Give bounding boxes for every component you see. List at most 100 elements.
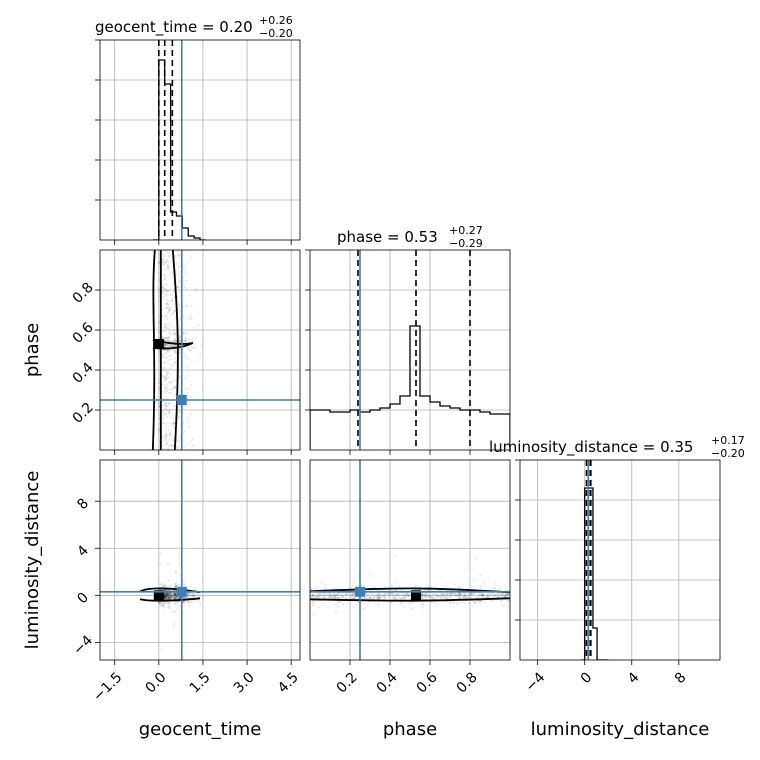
scatter-samples bbox=[157, 552, 205, 652]
sample-point bbox=[170, 596, 173, 600]
sample-point bbox=[310, 595, 312, 598]
sample-point bbox=[479, 593, 483, 597]
sample-point bbox=[407, 594, 410, 597]
sample-point bbox=[163, 601, 166, 605]
sample-point bbox=[174, 585, 177, 588]
sample-point bbox=[195, 287, 198, 290]
sample-point bbox=[167, 339, 171, 343]
sample-point bbox=[344, 592, 348, 595]
sample-point bbox=[169, 434, 173, 437]
sample-point bbox=[163, 594, 167, 597]
sample-point bbox=[410, 601, 414, 604]
sample-point bbox=[421, 593, 424, 597]
sample-point bbox=[168, 596, 172, 599]
sample-point bbox=[166, 404, 170, 408]
sample-point bbox=[163, 596, 167, 600]
sample-point bbox=[173, 593, 176, 597]
sample-point bbox=[165, 336, 169, 340]
sample-point bbox=[194, 587, 197, 590]
sample-point bbox=[168, 251, 171, 255]
sample-point bbox=[165, 432, 169, 436]
sample-point bbox=[162, 254, 165, 257]
sample-point bbox=[177, 447, 180, 450]
sample-point bbox=[350, 597, 353, 600]
sample-point bbox=[337, 600, 340, 603]
sample-point bbox=[171, 339, 174, 343]
sample-point bbox=[173, 332, 176, 336]
sample-point bbox=[176, 604, 179, 607]
sample-point bbox=[158, 331, 161, 334]
sample-point bbox=[157, 261, 161, 264]
x-tick-label: 0.2 bbox=[334, 669, 361, 696]
sample-point bbox=[438, 594, 442, 598]
sample-point bbox=[342, 602, 345, 606]
x-ticks bbox=[95, 289, 292, 455]
sample-point bbox=[170, 593, 173, 596]
sample-point bbox=[192, 444, 195, 447]
sample-point bbox=[379, 596, 382, 599]
sample-point bbox=[163, 250, 166, 252]
sample-point bbox=[168, 597, 171, 600]
sample-point bbox=[500, 599, 504, 603]
sample-point bbox=[163, 596, 167, 600]
sample-point bbox=[425, 592, 428, 595]
sample-point bbox=[331, 595, 334, 599]
sample-point bbox=[425, 595, 429, 599]
sample-point bbox=[171, 596, 174, 599]
sample-point bbox=[351, 592, 355, 596]
sample-point bbox=[168, 597, 172, 600]
sample-point bbox=[172, 593, 175, 596]
sample-point bbox=[174, 254, 178, 257]
sample-point bbox=[401, 597, 405, 600]
sample-point bbox=[162, 356, 166, 359]
sample-point bbox=[182, 596, 185, 600]
sample-point bbox=[486, 593, 489, 596]
sample-point bbox=[165, 435, 168, 438]
sample-point bbox=[163, 595, 167, 599]
sample-point bbox=[184, 304, 188, 307]
sample-point bbox=[365, 596, 368, 600]
sample-point bbox=[399, 597, 403, 600]
sample-point bbox=[166, 593, 169, 597]
sample-point bbox=[157, 279, 161, 283]
sample-point bbox=[377, 595, 380, 598]
sample-point bbox=[162, 355, 165, 358]
sample-point bbox=[165, 375, 168, 378]
sample-point bbox=[376, 597, 379, 600]
sample-point bbox=[164, 596, 167, 599]
sample-point bbox=[186, 260, 190, 264]
sample-point bbox=[182, 582, 186, 585]
sample-point bbox=[182, 596, 186, 600]
sample-point bbox=[352, 581, 356, 585]
sample-point bbox=[167, 402, 170, 405]
sample-point bbox=[166, 370, 169, 374]
sample-point bbox=[186, 592, 190, 595]
sample-point bbox=[464, 595, 467, 599]
sample-point bbox=[167, 265, 170, 268]
sample-point bbox=[168, 596, 171, 599]
sample-point bbox=[164, 343, 167, 347]
sample-point bbox=[423, 594, 427, 597]
sample-point bbox=[164, 594, 167, 598]
sample-point bbox=[168, 422, 172, 425]
sample-point bbox=[185, 418, 188, 421]
sample-point bbox=[170, 595, 173, 599]
sample-point bbox=[378, 595, 382, 598]
sample-point bbox=[436, 594, 439, 597]
sample-point bbox=[329, 595, 333, 598]
sample-point bbox=[192, 594, 196, 598]
sample-point bbox=[183, 404, 186, 408]
sample-point bbox=[171, 444, 174, 447]
sample-point bbox=[402, 605, 405, 608]
sample-point bbox=[178, 440, 181, 443]
x-tick-label: 0.6 bbox=[414, 669, 441, 696]
sample-point bbox=[435, 594, 439, 597]
panel-content bbox=[152, 40, 206, 240]
scatter-samples bbox=[310, 555, 510, 616]
sample-point bbox=[189, 592, 192, 595]
sample-point bbox=[408, 593, 411, 597]
sample-point bbox=[446, 596, 450, 600]
sample-point bbox=[178, 339, 182, 343]
sample-point bbox=[327, 595, 331, 598]
sample-point bbox=[163, 597, 166, 600]
